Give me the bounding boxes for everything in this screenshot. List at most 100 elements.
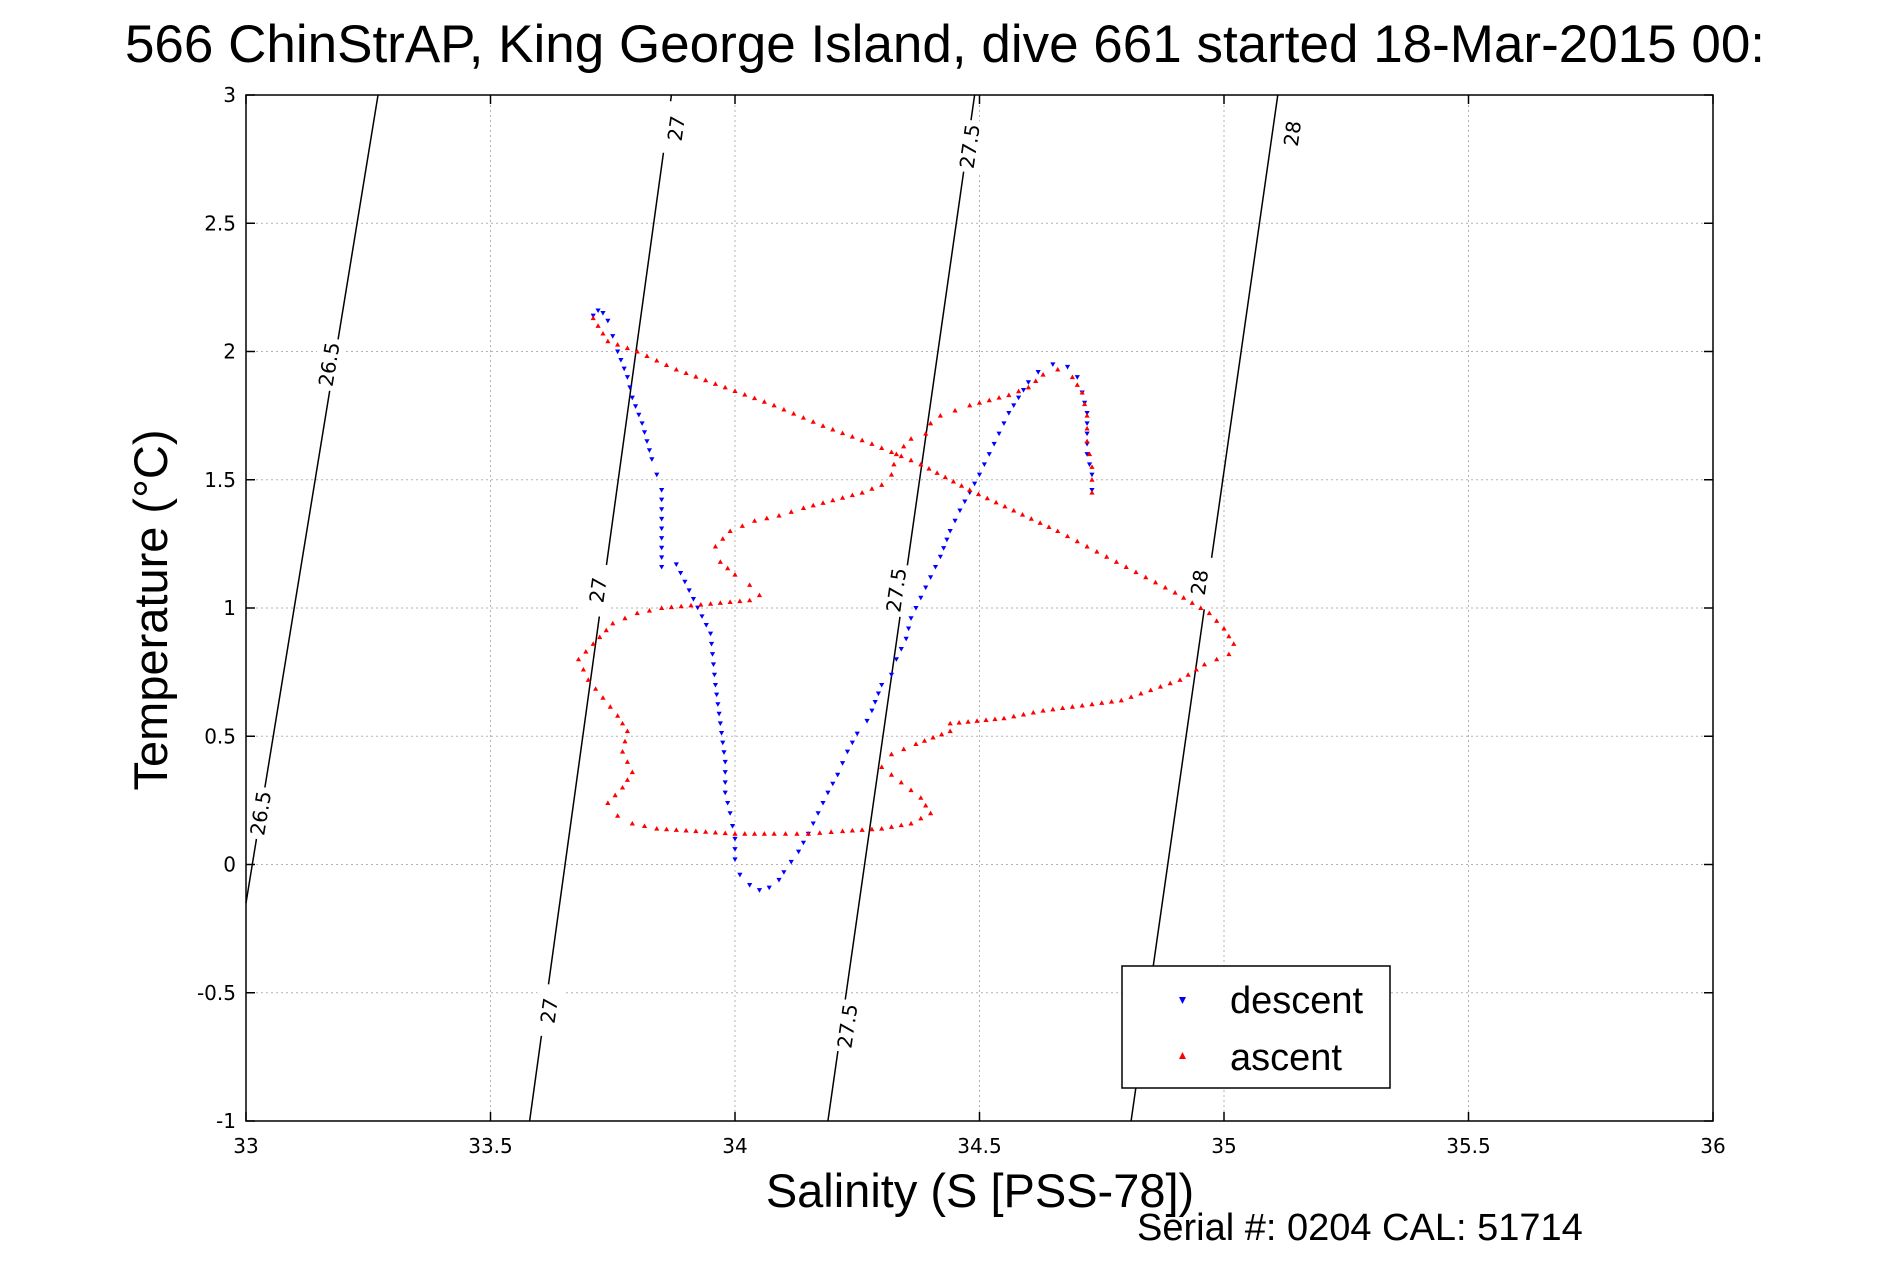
data-point-ascent: [800, 505, 807, 510]
y-tick-label: 2: [223, 340, 236, 364]
data-point-descent: [1084, 431, 1090, 437]
data-point-ascent: [1089, 701, 1095, 707]
data-point-descent: [849, 740, 855, 746]
legend-box: [1121, 965, 1391, 1089]
data-point-ascent: [908, 457, 914, 463]
data-point-ascent: [908, 436, 914, 441]
data-point-ascent: [615, 713, 621, 718]
data-point-ascent: [1181, 595, 1187, 600]
data-point-ascent: [1104, 554, 1110, 559]
data-point-descent: [944, 537, 950, 543]
data-point-ascent: [859, 489, 865, 495]
data-point-descent: [732, 836, 738, 842]
data-point-ascent: [888, 472, 895, 477]
data-point-descent: [710, 662, 717, 668]
data-point-ascent: [712, 829, 719, 835]
contour-label-mask: [1182, 554, 1218, 611]
data-point-descent: [1086, 462, 1093, 467]
data-point-ascent: [629, 769, 635, 775]
data-point-descent: [618, 358, 624, 363]
data-point-ascent: [590, 641, 596, 646]
data-point-ascent: [1172, 590, 1178, 595]
data-point-ascent: [1084, 543, 1090, 549]
data-point-descent: [639, 421, 645, 426]
data-point-descent: [875, 691, 882, 697]
data-point-ascent: [654, 357, 660, 363]
legend-item-descent: descent: [1179, 980, 1364, 1022]
data-point-ascent: [893, 451, 899, 457]
data-point-ascent: [810, 502, 816, 508]
contour-line-26.5: [245, 94, 379, 904]
data-point-descent: [941, 546, 947, 551]
data-point-ascent: [1226, 633, 1232, 639]
data-point-ascent: [732, 388, 738, 394]
data-point-ascent: [1040, 708, 1046, 713]
data-point-descent: [957, 508, 963, 514]
data-point-ascent: [605, 800, 611, 805]
data-point-descent: [659, 497, 665, 503]
data-point-ascent: [879, 825, 885, 831]
data-point-ascent: [1089, 489, 1095, 495]
data-point-descent: [600, 311, 606, 316]
data-point-ascent: [869, 441, 875, 446]
data-point-ascent: [668, 604, 675, 610]
data-point-ascent: [703, 829, 709, 834]
data-point-ascent: [976, 400, 983, 405]
data-point-descent: [659, 516, 665, 522]
data-point-ascent: [1050, 706, 1056, 712]
data-point-ascent: [898, 822, 904, 828]
data-point-descent: [810, 821, 816, 827]
data-point-ascent: [992, 716, 998, 722]
data-point-ascent: [908, 787, 914, 793]
data-point-ascent: [615, 342, 621, 347]
data-point-descent: [1011, 403, 1017, 408]
contour-label: 28: [1186, 568, 1213, 597]
data-point-ascent: [888, 449, 895, 455]
data-point-ascent: [975, 491, 982, 497]
data-point-ascent: [615, 813, 621, 818]
data-point-ascent: [1079, 389, 1085, 395]
data-point-descent: [839, 761, 846, 766]
data-point-descent: [996, 431, 1002, 437]
data-point-ascent: [629, 820, 635, 826]
data-point-ascent: [839, 430, 846, 436]
contour-label: 27: [536, 996, 563, 1024]
contour-label-mask: [531, 983, 567, 1039]
data-point-ascent: [1030, 709, 1036, 715]
data-point-descent: [732, 847, 738, 852]
contour-label: 28: [1279, 119, 1306, 148]
data-point-descent: [879, 682, 885, 688]
legend-marker-descent: [1179, 997, 1186, 1004]
data-point-ascent: [1189, 600, 1195, 605]
data-point-descent: [835, 772, 841, 778]
data-point-ascent: [1198, 605, 1204, 610]
data-point-ascent: [923, 430, 929, 436]
data-point-ascent: [622, 738, 628, 744]
data-point-ascent: [956, 719, 962, 725]
data-point-ascent: [673, 827, 679, 832]
data-point-descent: [695, 605, 701, 611]
data-point-ascent: [1046, 524, 1052, 529]
data-point-ascent: [698, 601, 704, 607]
data-point-ascent: [1157, 684, 1164, 689]
data-point-ascent: [732, 572, 738, 577]
data-point-descent: [659, 536, 665, 541]
data-point-descent: [815, 811, 821, 816]
data-point-descent: [714, 692, 720, 698]
data-point-descent: [721, 750, 727, 755]
data-point-ascent: [600, 695, 606, 700]
data-point-descent: [727, 811, 733, 816]
data-point-descent: [1089, 472, 1095, 478]
data-point-ascent: [1006, 392, 1012, 398]
data-point-ascent: [610, 620, 616, 626]
data-point-ascent: [888, 824, 895, 829]
data-point-descent: [991, 441, 997, 447]
data-point-descent: [627, 385, 633, 391]
data-point-ascent: [1167, 680, 1173, 686]
data-point-ascent: [737, 598, 743, 604]
data-point-descent: [972, 481, 978, 487]
data-point-descent: [649, 457, 655, 462]
data-point-ascent: [901, 443, 907, 449]
data-point-ascent: [891, 461, 897, 467]
